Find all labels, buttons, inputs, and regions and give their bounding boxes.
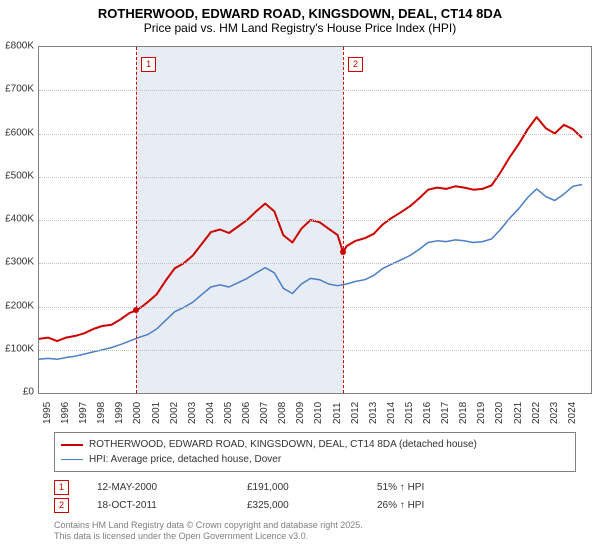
sale-row-marker: 1 <box>54 480 69 495</box>
sale-price: £191,000 <box>247 482 377 493</box>
sale-marker-dot <box>340 249 346 255</box>
gridline <box>39 350 591 351</box>
title-block: ROTHERWOOD, EDWARD ROAD, KINGSDOWN, DEAL… <box>0 0 600 35</box>
x-tick-label: 1995 <box>42 402 53 424</box>
y-tick-label: £0 <box>0 387 34 398</box>
title-line2: Price paid vs. HM Land Registry's House … <box>0 21 600 35</box>
y-tick-label: £100K <box>0 343 34 354</box>
sale-vs-hpi: 26% ↑ HPI <box>377 500 497 511</box>
x-tick-label: 1996 <box>60 402 71 424</box>
x-tick-label: 2000 <box>132 402 143 424</box>
x-tick-label: 2007 <box>259 402 270 424</box>
sale-marker-label: 2 <box>348 57 363 72</box>
footer-line2: This data is licensed under the Open Gov… <box>54 531 363 542</box>
x-tick-label: 2003 <box>187 402 198 424</box>
x-tick-label: 2005 <box>223 402 234 424</box>
x-tick-label: 2020 <box>494 402 505 424</box>
x-tick-label: 2015 <box>404 402 415 424</box>
x-tick-label: 1998 <box>96 402 107 424</box>
x-tick-label: 2017 <box>440 402 451 424</box>
sale-price: £325,000 <box>247 500 377 511</box>
sale-marker-dot <box>133 307 139 313</box>
gridline <box>39 90 591 91</box>
x-tick-label: 2009 <box>295 402 306 424</box>
x-tick-label: 1997 <box>78 402 89 424</box>
x-tick-label: 2002 <box>169 402 180 424</box>
x-tick-label: 2019 <box>476 402 487 424</box>
gridline <box>39 307 591 308</box>
legend-label: ROTHERWOOD, EDWARD ROAD, KINGSDOWN, DEAL… <box>89 439 477 450</box>
legend-row: HPI: Average price, detached house, Dove… <box>61 452 569 467</box>
gridline <box>39 177 591 178</box>
legend-swatch <box>61 444 83 446</box>
y-tick-label: £600K <box>0 127 34 138</box>
sale-vs-hpi: 51% ↑ HPI <box>377 482 497 493</box>
x-tick-label: 2021 <box>513 402 524 424</box>
sale-row: 1 12-MAY-2000£191,00051% ↑ HPI <box>54 478 562 496</box>
sale-row-marker: 2 <box>54 498 69 513</box>
x-tick-label: 2023 <box>549 402 560 424</box>
x-tick-label: 2014 <box>386 402 397 424</box>
y-tick-label: £700K <box>0 84 34 95</box>
x-tick-label: 2004 <box>205 402 216 424</box>
x-tick-label: 2016 <box>422 402 433 424</box>
x-tick-label: 2008 <box>277 402 288 424</box>
y-tick-label: £800K <box>0 41 34 52</box>
y-tick-label: £500K <box>0 170 34 181</box>
gridline <box>39 220 591 221</box>
y-tick-label: £300K <box>0 257 34 268</box>
sale-marker-label: 1 <box>141 57 156 72</box>
legend: ROTHERWOOD, EDWARD ROAD, KINGSDOWN, DEAL… <box>54 432 576 472</box>
footer-line1: Contains HM Land Registry data © Crown c… <box>54 520 363 531</box>
footer: Contains HM Land Registry data © Crown c… <box>54 520 363 543</box>
x-tick-label: 2024 <box>567 402 578 424</box>
plot-area: 12 <box>38 46 592 394</box>
sale-date: 12-MAY-2000 <box>97 482 247 493</box>
x-tick-label: 2012 <box>350 402 361 424</box>
sale-marker-line <box>136 47 137 393</box>
sales-table: 1 12-MAY-2000£191,00051% ↑ HPI 2 18-OCT-201… <box>54 478 562 514</box>
legend-row: ROTHERWOOD, EDWARD ROAD, KINGSDOWN, DEAL… <box>61 437 569 452</box>
sale-marker-line <box>343 47 344 393</box>
legend-swatch <box>61 459 83 460</box>
y-tick-label: £400K <box>0 214 34 225</box>
y-tick-label: £200K <box>0 300 34 311</box>
chart-container: ROTHERWOOD, EDWARD ROAD, KINGSDOWN, DEAL… <box>0 0 600 560</box>
x-tick-label: 2006 <box>241 402 252 424</box>
x-tick-label: 2010 <box>313 402 324 424</box>
x-tick-label: 2022 <box>531 402 542 424</box>
sale-date: 18-OCT-2011 <box>97 500 247 511</box>
title-line1: ROTHERWOOD, EDWARD ROAD, KINGSDOWN, DEAL… <box>0 6 600 21</box>
x-tick-label: 2001 <box>151 402 162 424</box>
x-tick-label: 2011 <box>332 402 343 424</box>
sale-row: 2 18-OCT-2011£325,00026% ↑ HPI <box>54 496 562 514</box>
gridline <box>39 134 591 135</box>
series-hpi <box>39 185 582 360</box>
x-tick-label: 2018 <box>458 402 469 424</box>
legend-label: HPI: Average price, detached house, Dove… <box>89 454 281 465</box>
gridline <box>39 263 591 264</box>
x-tick-label: 2013 <box>368 402 379 424</box>
x-tick-label: 1999 <box>114 402 125 424</box>
